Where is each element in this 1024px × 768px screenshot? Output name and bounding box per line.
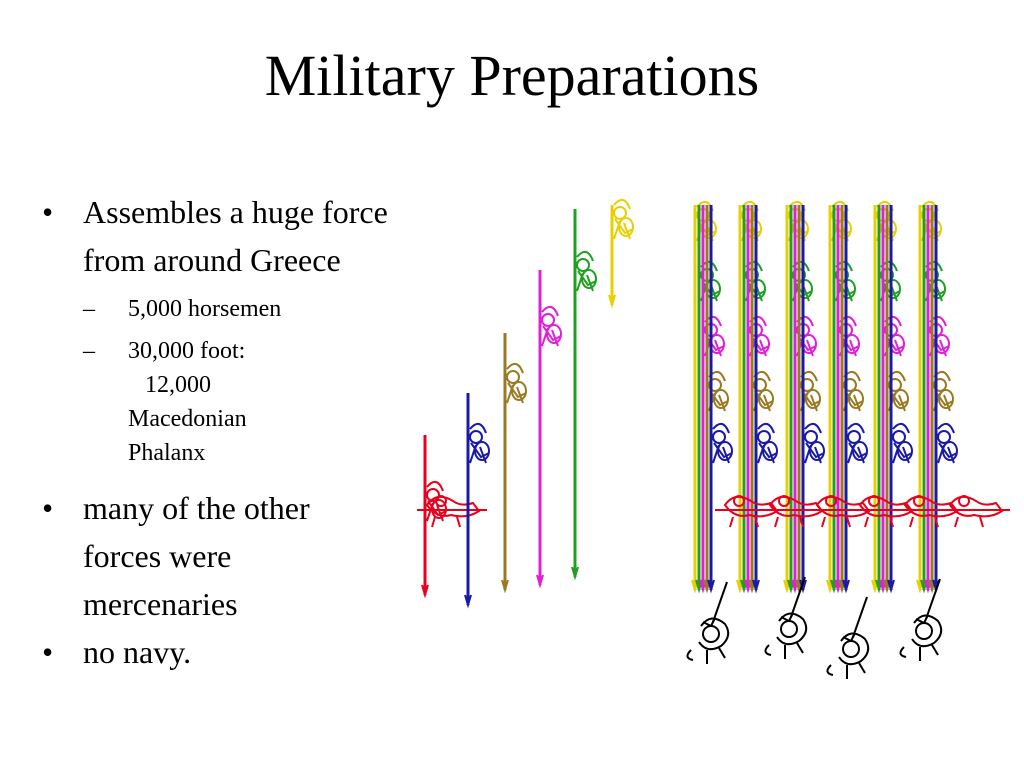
phalanx-r5-c2 [752,205,778,594]
phalanx-illustration [417,198,1010,679]
stair-soldier-4 [536,270,562,589]
stair-horseman [417,495,487,528]
stair-soldier-6 [608,198,634,309]
archer-1 [686,581,730,664]
bullet-mercenaries-text: many of the other forces were mercenarie… [83,490,310,622]
phalanx-r4-c4 [838,205,864,594]
bullet-list: Assembles a huge force from around Greec… [40,188,390,676]
phalanx-r5-c1 [707,205,733,594]
foot-line-3: Macedonian [128,406,247,432]
phalanx-r4-c3 [795,205,821,594]
phalanx-r4-c2 [748,205,774,594]
bullet-navy-text: no navy. [83,634,192,670]
archer-3 [826,596,870,679]
bullet-force: Assembles a huge force from around Greec… [40,188,390,470]
slide-title: Military Preparations [264,43,760,108]
bullet-navy: no navy. [40,628,390,676]
phalanx-r4-c6 [928,205,954,594]
stair-soldier-3 [501,333,527,594]
sub-bullet-foot: 30,000 foot: 12,000 Macedonian Phalanx [83,334,390,470]
horsemen-text: 5,000 horsemen [128,296,282,322]
foot-line-1: 30,000 foot: [128,338,246,364]
sub-bullet-horsemen: 5,000 horsemen [83,292,390,326]
archer-2 [764,576,808,659]
foot-line-2: 12,000 [145,372,211,398]
stair-soldier-5 [571,209,597,581]
foot-line-4: Phalanx [128,440,206,466]
stair-soldier-1 [421,435,447,599]
phalanx-r5-c5 [887,205,913,594]
stair-soldier-2 [464,393,490,609]
archer-4 [899,578,943,661]
bullet-force-text: Assembles a huge force from around Greec… [83,194,388,278]
phalanx-r4-c1 [703,205,729,594]
phalanx-r5-c4 [842,205,868,594]
front-horseman-6 [940,495,1010,528]
bullet-mercenaries: many of the other forces were mercenarie… [40,484,390,628]
force-sub-list: 5,000 horsemen 30,000 foot: 12,000 Maced… [83,292,390,470]
phalanx-r4-c5 [883,205,909,594]
